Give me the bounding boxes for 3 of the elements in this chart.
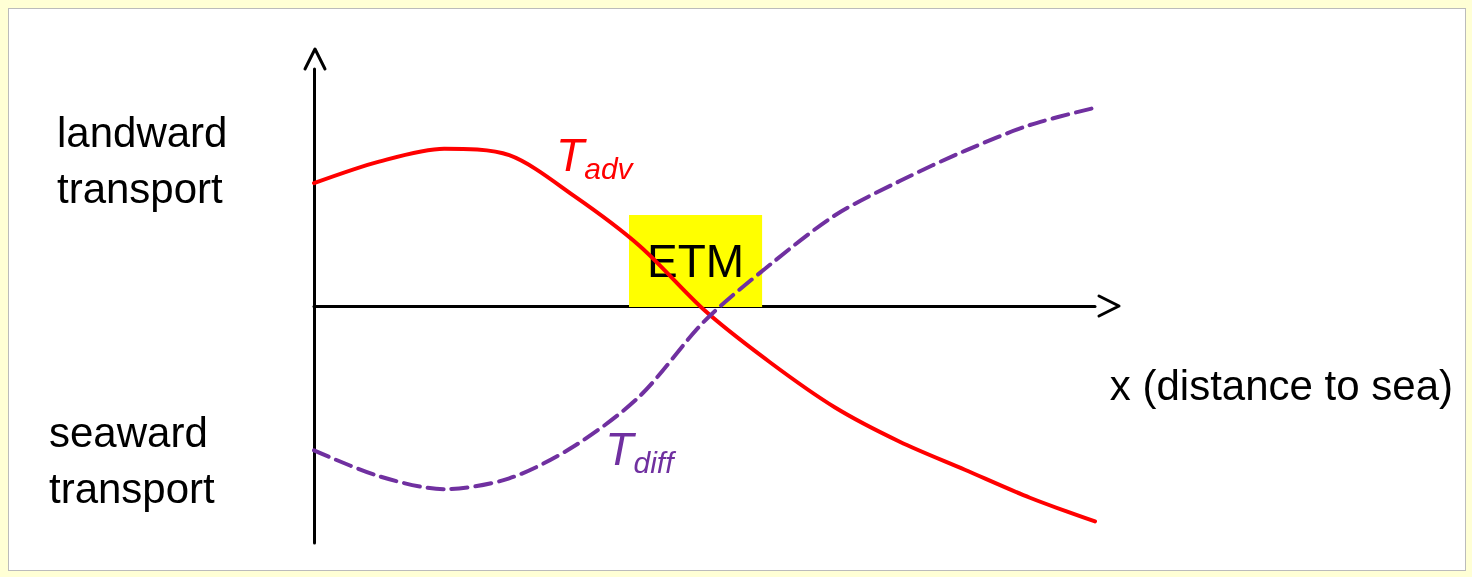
x-axis-title: x (distance to sea) [1109,361,1454,409]
text: landward transport [57,108,228,212]
text: seaward transport [49,408,216,512]
